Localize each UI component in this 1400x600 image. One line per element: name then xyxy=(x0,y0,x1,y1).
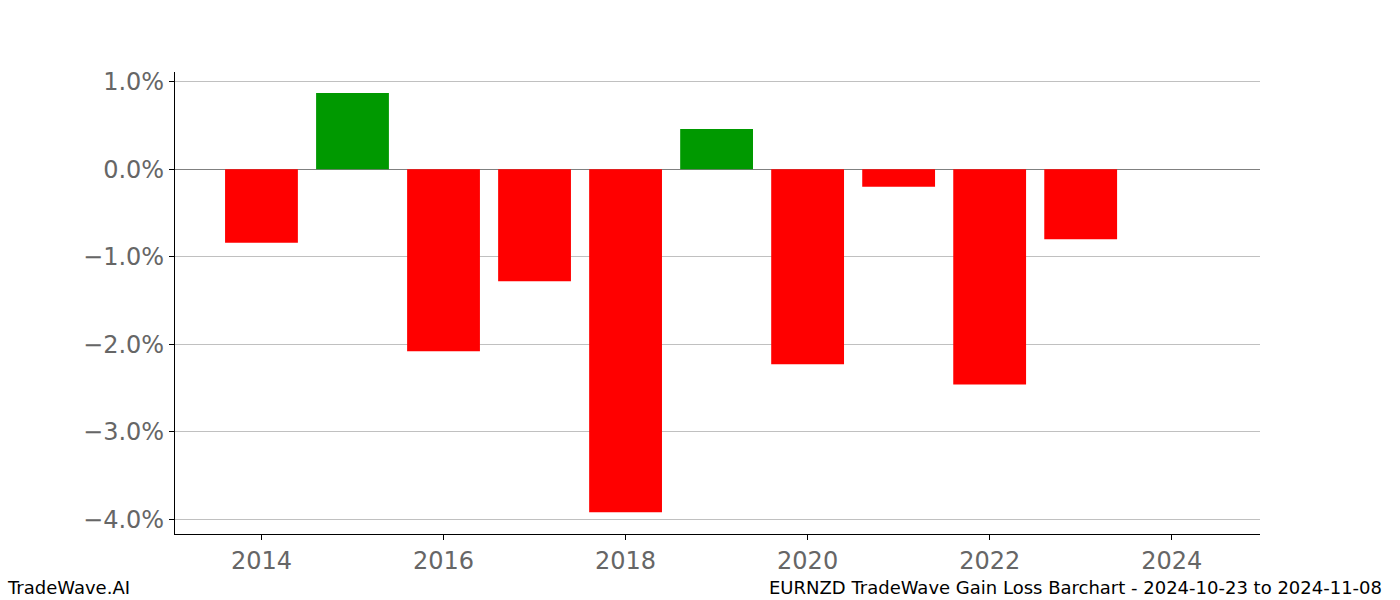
svg-text:2022: 2022 xyxy=(959,547,1020,575)
svg-text:EURNZD TradeWave Gain Loss Bar: EURNZD TradeWave Gain Loss Barchart - 20… xyxy=(769,577,1382,598)
svg-text:TradeWave.AI: TradeWave.AI xyxy=(7,577,130,598)
svg-text:2016: 2016 xyxy=(413,547,474,575)
svg-text:2024: 2024 xyxy=(1141,547,1202,575)
svg-text:−4.0%: −4.0% xyxy=(83,506,164,534)
svg-text:−2.0%: −2.0% xyxy=(83,331,164,359)
svg-text:−3.0%: −3.0% xyxy=(83,418,164,446)
svg-text:1.0%: 1.0% xyxy=(103,68,164,96)
svg-text:2014: 2014 xyxy=(231,547,292,575)
svg-text:2018: 2018 xyxy=(595,547,656,575)
svg-text:0.0%: 0.0% xyxy=(103,156,164,184)
svg-text:2020: 2020 xyxy=(777,547,838,575)
svg-text:−1.0%: −1.0% xyxy=(83,243,164,271)
